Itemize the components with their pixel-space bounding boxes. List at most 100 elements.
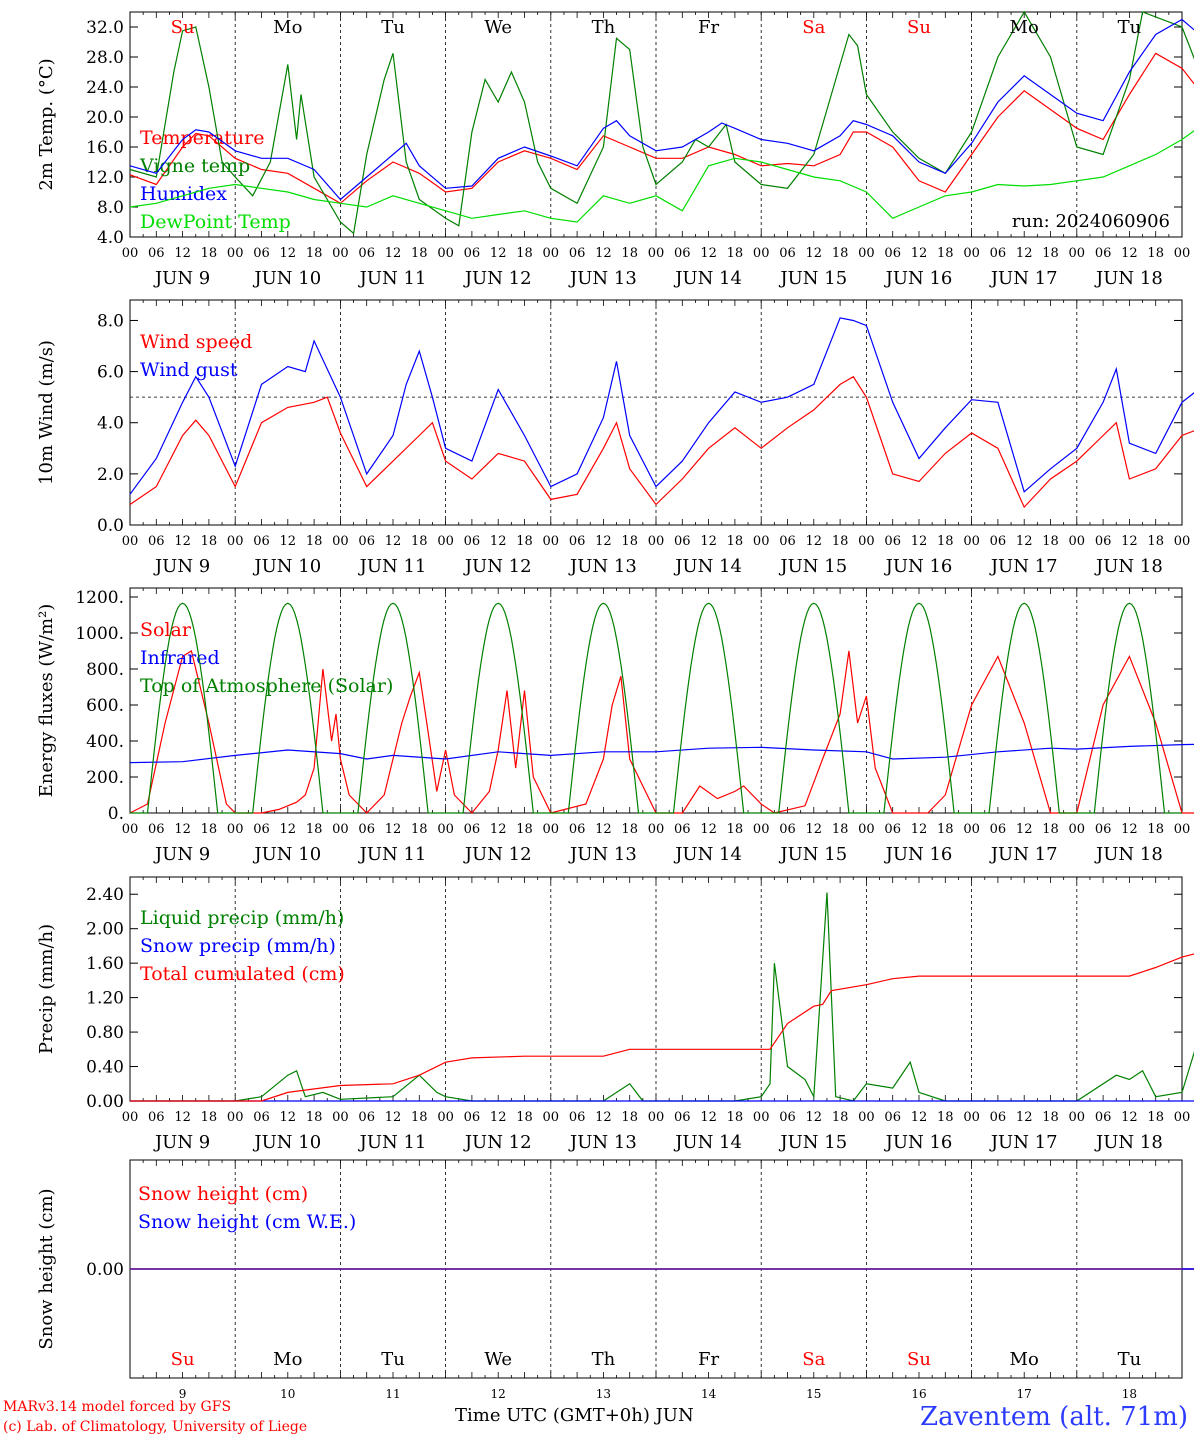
day-number-label: 14	[701, 1387, 717, 1401]
wind-ytick-label: 4.0	[97, 414, 124, 434]
energy-ytick-label: 800.	[86, 660, 124, 680]
wind-hour-label: 00	[122, 534, 139, 549]
energy-hour-label: 00	[858, 822, 875, 837]
snow-ytick-label: 0.00	[86, 1260, 124, 1280]
wind-date-label: JUN 15	[778, 556, 847, 577]
precip-hour-label: 06	[1095, 1110, 1112, 1125]
energy-hour-label: 18	[937, 822, 954, 837]
weekday-label-top: We	[484, 17, 512, 38]
temperature-date-label: JUN 16	[884, 268, 953, 289]
weekday-label-top: Su	[171, 17, 195, 38]
precip-ytick-label: 2.00	[86, 920, 124, 940]
temperature-ytick-label: 28.0	[86, 48, 124, 68]
wind-hour-label: 06	[464, 534, 481, 549]
temperature-date-label: JUN 14	[673, 268, 742, 289]
station-name: Zaventem (alt. 71m)	[920, 1402, 1188, 1432]
temperature-hour-label: 06	[148, 246, 165, 261]
wind-hour-label: 00	[753, 534, 770, 549]
wind-date-label: JUN 12	[463, 556, 532, 577]
energy-date-label: JUN 18	[1094, 844, 1163, 865]
weekday-label-bottom: We	[484, 1349, 512, 1370]
wind-hour-label: 18	[411, 534, 428, 549]
temperature-ytick-label: 32.0	[86, 18, 124, 38]
snow-ylabel: Snow height (cm)	[36, 1188, 57, 1349]
day-number-label: 12	[491, 1387, 506, 1401]
energy-hour-label: 12	[911, 822, 928, 837]
day-number-label: 11	[385, 1387, 400, 1401]
temperature-hour-label: 06	[674, 246, 691, 261]
wind-hour-label: 12	[385, 534, 402, 549]
precip-date-label: JUN 12	[463, 1132, 532, 1153]
weekday-label-top: Tu	[1118, 17, 1142, 38]
weekday-label-top: Fr	[698, 17, 719, 38]
energy-ytick-label: 200.	[86, 768, 124, 788]
temperature-hour-label: 06	[358, 246, 375, 261]
wind-hour-label: 18	[727, 534, 744, 549]
temperature-date-label: JUN 18	[1094, 268, 1163, 289]
precip-hour-label: 18	[411, 1110, 428, 1125]
temperature-hour-label: 12	[280, 246, 297, 261]
wind-date-label: JUN 9	[153, 556, 210, 577]
wind-hour-label: 18	[306, 534, 323, 549]
energy-hour-label: 12	[1121, 822, 1138, 837]
precip-series-line	[130, 892, 1194, 1102]
precip-hour-label: 06	[358, 1110, 375, 1125]
wind-hour-label: 00	[648, 534, 665, 549]
energy-date-label: JUN 14	[673, 844, 742, 865]
energy-ytick-label: 0.	[108, 804, 124, 824]
precip-hour-label: 06	[779, 1110, 796, 1125]
precip-hour-label: 00	[437, 1110, 454, 1125]
temperature-hour-label: 18	[1147, 246, 1164, 261]
wind-hour-label: 12	[174, 534, 191, 549]
temperature-ytick-label: 12.0	[86, 168, 124, 188]
wind-hour-label: 06	[990, 534, 1007, 549]
wind-hour-label: 12	[490, 534, 507, 549]
temperature-hour-label: 00	[437, 246, 454, 261]
weekday-label-bottom: Su	[907, 1349, 931, 1370]
day-number-label: 15	[806, 1387, 821, 1401]
weekday-label-top: Mo	[1010, 17, 1039, 38]
temperature-legend-entry: Temperature	[140, 127, 264, 149]
energy-hour-label: 00	[332, 822, 349, 837]
temperature-ytick-label: 24.0	[86, 78, 124, 98]
temperature-ylabel: 2m Temp. (°C)	[36, 58, 57, 190]
precip-date-label: JUN 17	[989, 1132, 1058, 1153]
precip-hour-label: 00	[227, 1110, 244, 1125]
temperature-hour-label: 12	[700, 246, 717, 261]
temperature-hour-label: 06	[464, 246, 481, 261]
weekday-label-top: Th	[592, 17, 616, 38]
energy-hour-label: 18	[832, 822, 849, 837]
precip-hour-label: 06	[884, 1110, 901, 1125]
wind-ytick-label: 0.0	[97, 516, 124, 536]
precip-hour-label: 00	[648, 1110, 665, 1125]
energy-hour-label: 06	[253, 822, 270, 837]
precip-hour-label: 00	[122, 1110, 139, 1125]
temperature-date-label: JUN 11	[358, 268, 427, 289]
temperature-hour-label: 06	[1095, 246, 1112, 261]
temperature-hour-label: 18	[1042, 246, 1059, 261]
precip-hour-label: 06	[569, 1110, 586, 1125]
temperature-hour-label: 18	[306, 246, 323, 261]
wind-ylabel: 10m Wind (m/s)	[36, 340, 57, 485]
precip-hour-label: 12	[174, 1110, 191, 1125]
precip-hour-label: 06	[464, 1110, 481, 1125]
precip-hour-label: 12	[1121, 1110, 1138, 1125]
precip-hour-label: 12	[280, 1110, 297, 1125]
temperature-hour-label: 12	[911, 246, 928, 261]
wind-hour-label: 00	[227, 534, 244, 549]
temperature-hour-label: 00	[858, 246, 875, 261]
energy-date-label: JUN 13	[568, 844, 637, 865]
precip-date-label: JUN 13	[568, 1132, 637, 1153]
precip-ytick-label: 0.40	[86, 1058, 124, 1078]
wind-ytick-label: 2.0	[97, 465, 124, 485]
temperature-ytick-label: 16.0	[86, 138, 124, 158]
credit-model: MARv3.14 model forced by GFS	[3, 1399, 232, 1415]
precip-hour-label: 18	[306, 1110, 323, 1125]
wind-legend-entry: Wind gust	[140, 359, 238, 381]
day-number-label: 13	[596, 1387, 611, 1401]
energy-hour-label: 12	[280, 822, 297, 837]
weekday-label-bottom: Tu	[1118, 1349, 1142, 1370]
energy-hour-label: 12	[700, 822, 717, 837]
temperature-hour-label: 00	[227, 246, 244, 261]
